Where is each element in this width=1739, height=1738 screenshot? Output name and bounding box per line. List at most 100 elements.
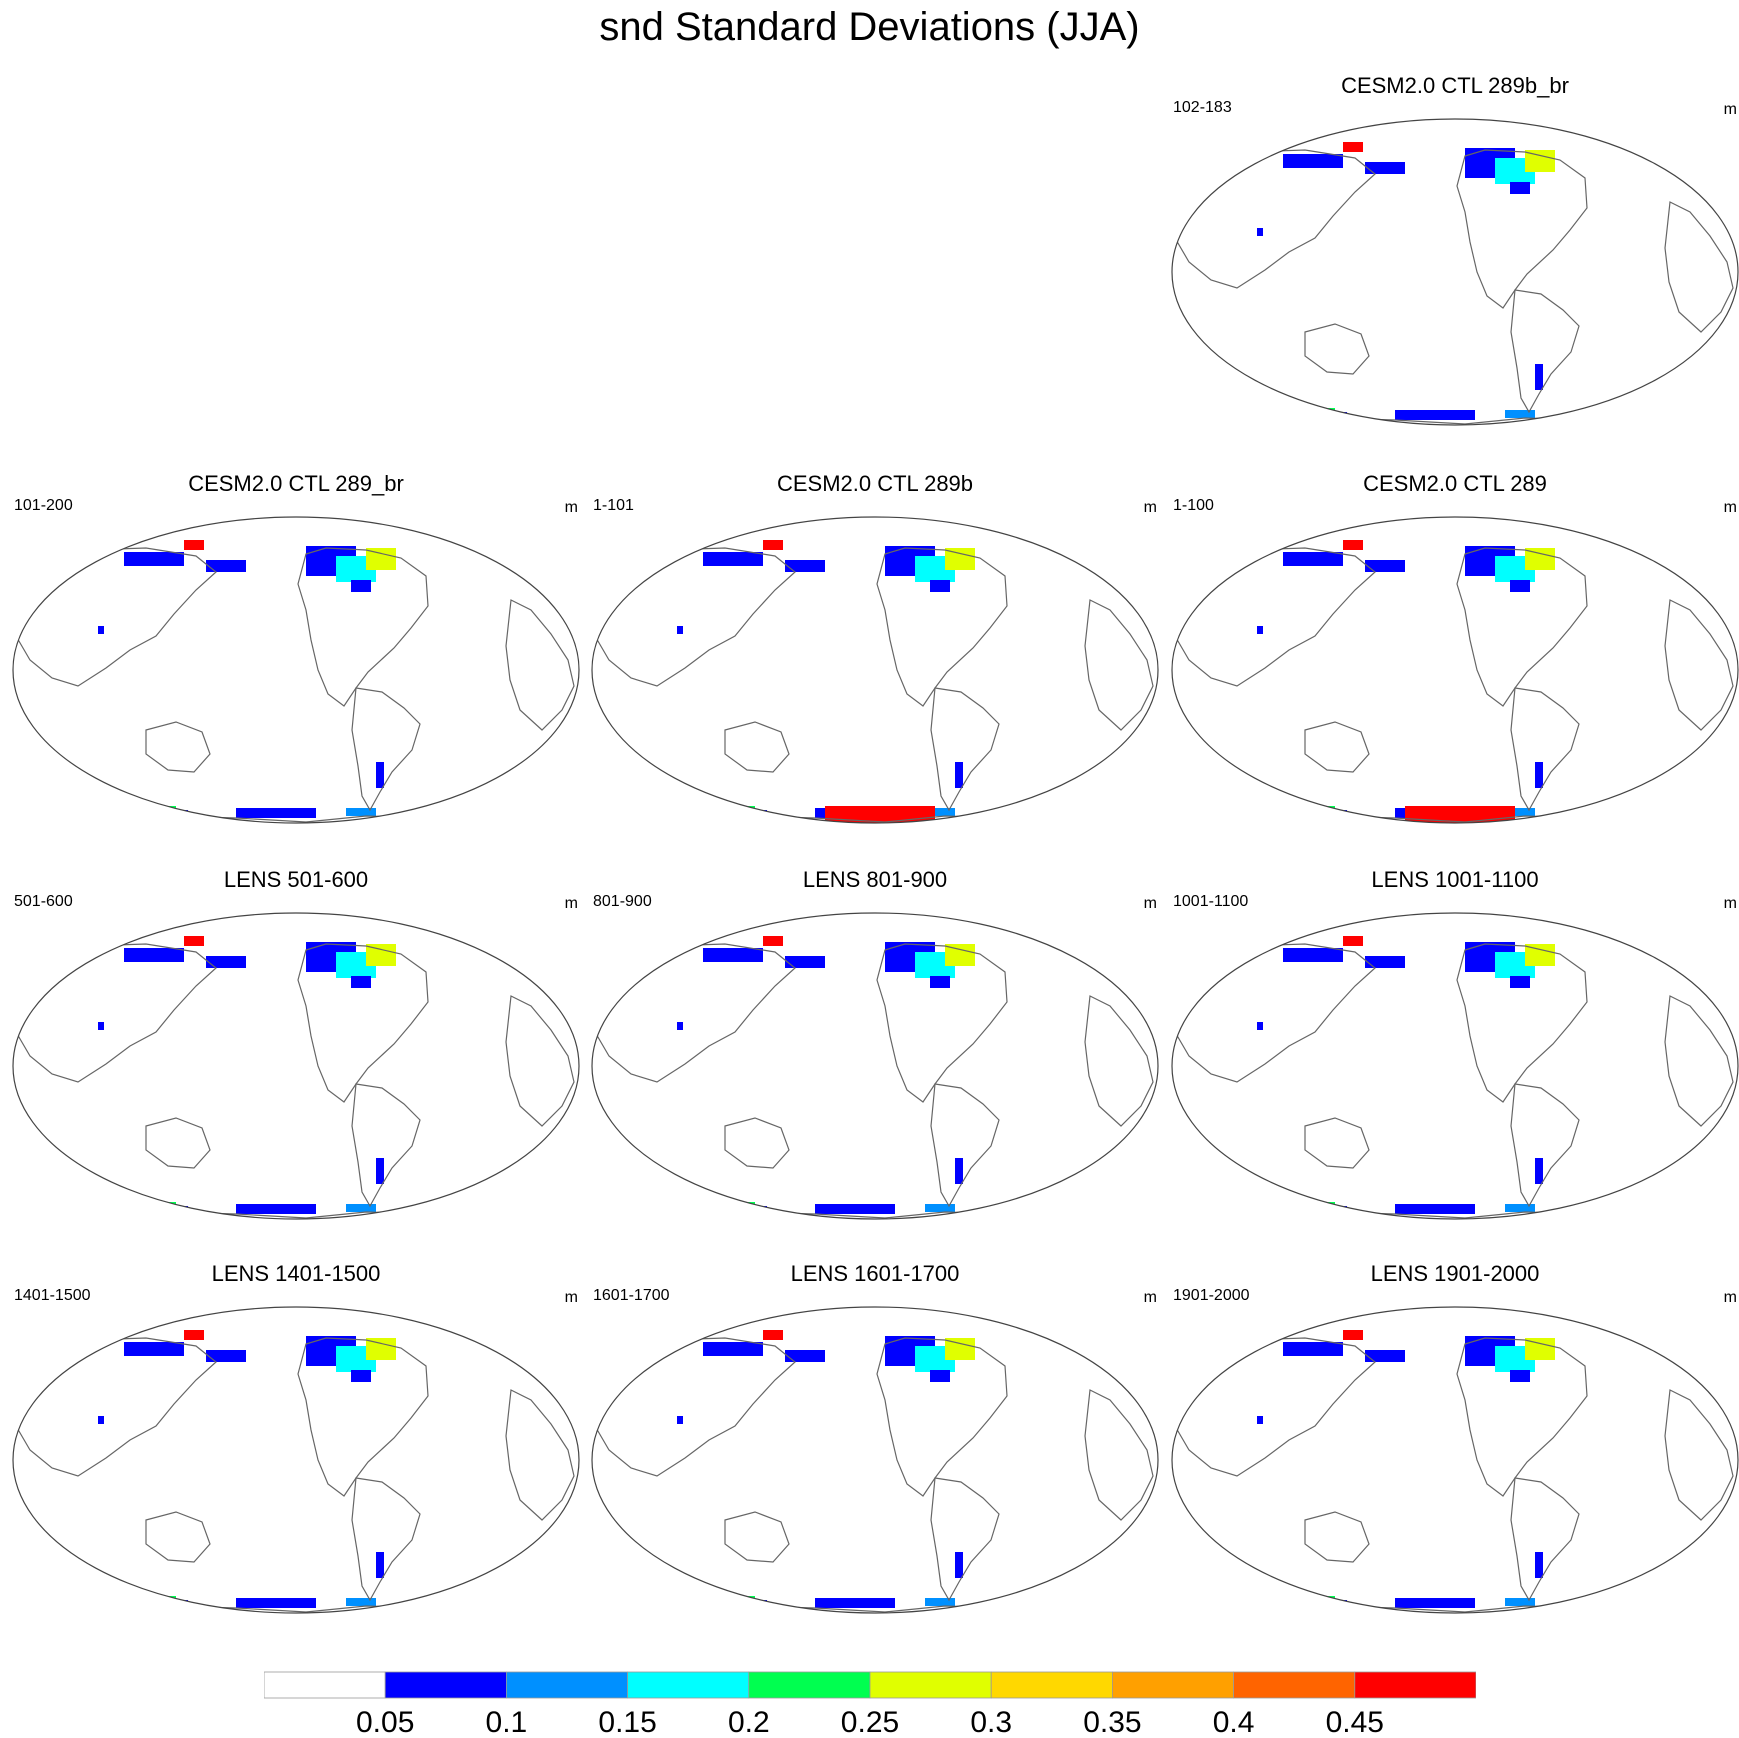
snow-cell (156, 806, 176, 812)
colorbar-swatch (1233, 1671, 1356, 1699)
coastline-australia (145, 1117, 211, 1169)
panel-units: m (1723, 1289, 1737, 1306)
snow-cell (1395, 1598, 1475, 1608)
snow-cell (1315, 408, 1335, 414)
snow-cell (1343, 142, 1363, 152)
snow-cell (1510, 976, 1530, 988)
panel-title: CESM2.0 CTL 289b_br (1341, 73, 1569, 98)
colorbar-tick-label: 0.45 (1326, 1706, 1384, 1738)
coastline-south-america (930, 1477, 1000, 1602)
coastline-south-america (1510, 687, 1580, 812)
snow-cell (376, 1158, 384, 1184)
snow-cell (1343, 936, 1363, 946)
colorbar-tick-label: 0.3 (970, 1706, 1012, 1738)
panel-year-range: 1-101 (593, 497, 634, 514)
snow-cell (1343, 540, 1363, 550)
snow-cell (1505, 1204, 1535, 1212)
snow-cell (1365, 956, 1405, 968)
snow-cell (945, 1338, 975, 1360)
coastline-south-america (1510, 1083, 1580, 1208)
snow-cell (1283, 1342, 1343, 1356)
figure-title: snd Standard Deviations (JJA) (599, 5, 1140, 49)
panel-units: m (1143, 895, 1157, 912)
map-background (592, 913, 1158, 1219)
snow-cell (975, 816, 1015, 822)
coastline-north-america (876, 1337, 1008, 1497)
coastline-north-america (1456, 547, 1588, 707)
colorbar-swatch (1354, 1671, 1476, 1699)
snow-cell (351, 580, 371, 592)
panel-title: LENS 1601-1700 (790, 1261, 960, 1286)
snow-cell (366, 944, 396, 966)
snow-cell (376, 762, 384, 788)
snow-cell (376, 1552, 384, 1578)
coastline-australia (1304, 721, 1370, 773)
snow-cell (184, 936, 204, 946)
coastline-europe-africa-edge (1084, 1389, 1154, 1521)
colorbar-swatch (505, 1671, 628, 1699)
snow-cell (184, 540, 204, 550)
snow-cell (346, 808, 376, 816)
panel-title: LENS 801-900 (802, 867, 948, 892)
snow-cell (735, 1202, 755, 1208)
panel-year-range: 801-900 (593, 893, 652, 910)
snow-cell (930, 976, 950, 988)
coastline-south-america (1510, 1477, 1580, 1602)
coastline-north-america (1456, 149, 1588, 309)
map-background (1172, 517, 1738, 823)
coastline-europe-africa-edge (505, 599, 575, 731)
map-panel: LENS 1601-1700 1601-1700 m (585, 1260, 1165, 1620)
map-background (592, 1307, 1158, 1613)
snow-cell (1510, 182, 1530, 194)
snow-cell (925, 1204, 955, 1212)
snow-cell (677, 626, 683, 634)
colorbar-swatch (264, 1671, 386, 1699)
snow-cell (955, 762, 963, 788)
snow-cell (1535, 1158, 1543, 1184)
snow-cell (697, 1206, 767, 1218)
world-map (1171, 1306, 1739, 1614)
world-map (1171, 912, 1739, 1220)
snow-cell (396, 1212, 436, 1218)
colorbar-tick-label: 0.35 (1083, 1706, 1141, 1738)
snow-cell (1277, 810, 1347, 822)
snow-cell (1510, 1370, 1530, 1382)
panel-year-range: 1-100 (1173, 497, 1214, 514)
colorbar-tick-label: 0.05 (356, 1706, 414, 1738)
map-background (1172, 119, 1738, 425)
snow-cell (1555, 1212, 1595, 1218)
map-frame (1171, 912, 1739, 1220)
coastline-europe-africa-edge (1664, 599, 1734, 731)
coastline-europe-africa-edge (505, 1389, 575, 1521)
coastline-north-america (297, 943, 429, 1103)
snow-cell (1283, 948, 1343, 962)
snow-cell (1315, 1202, 1335, 1208)
world-map (1171, 118, 1739, 426)
coastline-north-america (297, 1337, 429, 1497)
colorbar-tick-label: 0.15 (598, 1706, 656, 1738)
snow-cell (930, 1370, 950, 1382)
snow-cell (156, 1596, 176, 1602)
snow-cell (236, 1598, 316, 1608)
snow-cell (815, 1598, 895, 1608)
snow-cell (98, 1416, 104, 1424)
panel-units: m (1143, 1289, 1157, 1306)
snow-cell (124, 948, 184, 962)
snow-cell (1525, 548, 1555, 570)
map-panel: LENS 1901-2000 1901-2000 m (1165, 1260, 1739, 1620)
panel-title: CESM2.0 CTL 289 (1363, 471, 1547, 496)
colorbar-swatch (627, 1671, 750, 1699)
snow-cell (735, 806, 755, 812)
snow-cell (1510, 580, 1530, 592)
map-background (592, 517, 1158, 823)
coastline-australia (724, 1117, 790, 1169)
snow-cell (697, 810, 767, 822)
snow-cell (118, 1206, 188, 1218)
coastline-south-america (351, 687, 421, 812)
snow-cell (396, 816, 436, 822)
snow-cell (975, 1212, 1015, 1218)
panel-title: LENS 501-600 (223, 867, 369, 892)
snow-cell (98, 1022, 104, 1030)
snow-cell (677, 1022, 683, 1030)
map-background (1172, 913, 1738, 1219)
